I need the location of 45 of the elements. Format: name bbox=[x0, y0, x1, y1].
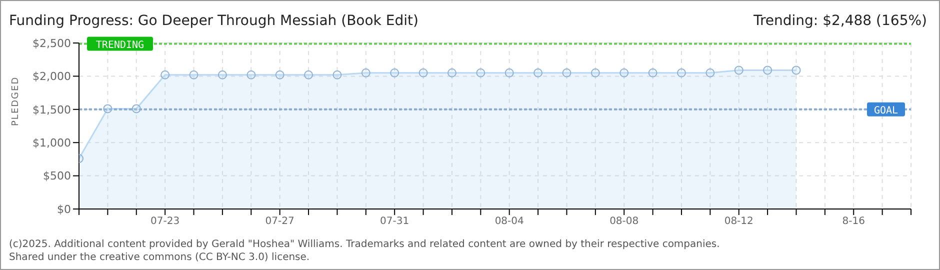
point bbox=[332, 70, 342, 80]
y-tick-label: $1,000 bbox=[32, 136, 71, 150]
point bbox=[676, 68, 686, 78]
y-tick-label: $0 bbox=[57, 202, 71, 216]
y-tick-label: $500 bbox=[43, 170, 71, 183]
point bbox=[189, 70, 198, 80]
x-tick-label: 07-23 bbox=[150, 216, 180, 228]
point bbox=[706, 68, 715, 78]
text: (c)2025. Additional content provided by Gerald "Hoshea" Williams. Trademarks and related content are owned by their respective companies. bbox=[9, 238, 720, 251]
chart-title: Funding Progress: Go Deeper Through Messiah (Book Edit) bbox=[9, 13, 418, 29]
point bbox=[792, 66, 801, 75]
x-tick-label: 08-12 bbox=[724, 216, 754, 228]
point bbox=[304, 70, 314, 80]
y-tick-label: $2,000 bbox=[32, 70, 71, 84]
y-tick-label: $2,500 bbox=[32, 36, 71, 50]
x-tick-label: 08-04 bbox=[494, 216, 524, 228]
point bbox=[734, 66, 744, 75]
point bbox=[390, 68, 400, 78]
ref-line-label: TRENDING bbox=[96, 40, 144, 51]
ref-line-label: GOAL bbox=[874, 105, 898, 116]
point bbox=[763, 66, 772, 75]
point bbox=[504, 68, 514, 78]
point bbox=[103, 104, 112, 114]
chart-subtitle: Trending: $2,488 (165%) bbox=[753, 13, 927, 29]
point bbox=[534, 68, 543, 78]
point bbox=[218, 70, 227, 80]
point bbox=[620, 68, 629, 78]
x-tick-label: 07-27 bbox=[265, 216, 294, 228]
x-tick-label: 07-31 bbox=[380, 216, 410, 228]
point bbox=[648, 68, 658, 78]
point bbox=[132, 104, 141, 114]
y-tick-label: $1,500 bbox=[32, 103, 71, 116]
point bbox=[562, 68, 572, 78]
point bbox=[275, 70, 284, 80]
point bbox=[447, 68, 456, 78]
text: Shared under the creative commons (CC BY-NC 3.0) license. bbox=[9, 251, 311, 264]
x-tick-label: 8-16 bbox=[842, 216, 865, 228]
point bbox=[160, 70, 170, 80]
point bbox=[361, 68, 370, 78]
x-tick-label: 08-08 bbox=[610, 216, 639, 228]
point bbox=[476, 68, 486, 78]
point bbox=[590, 68, 600, 78]
y-axis-title: PLEDGED bbox=[11, 76, 22, 126]
point bbox=[418, 68, 428, 78]
point bbox=[246, 70, 256, 80]
